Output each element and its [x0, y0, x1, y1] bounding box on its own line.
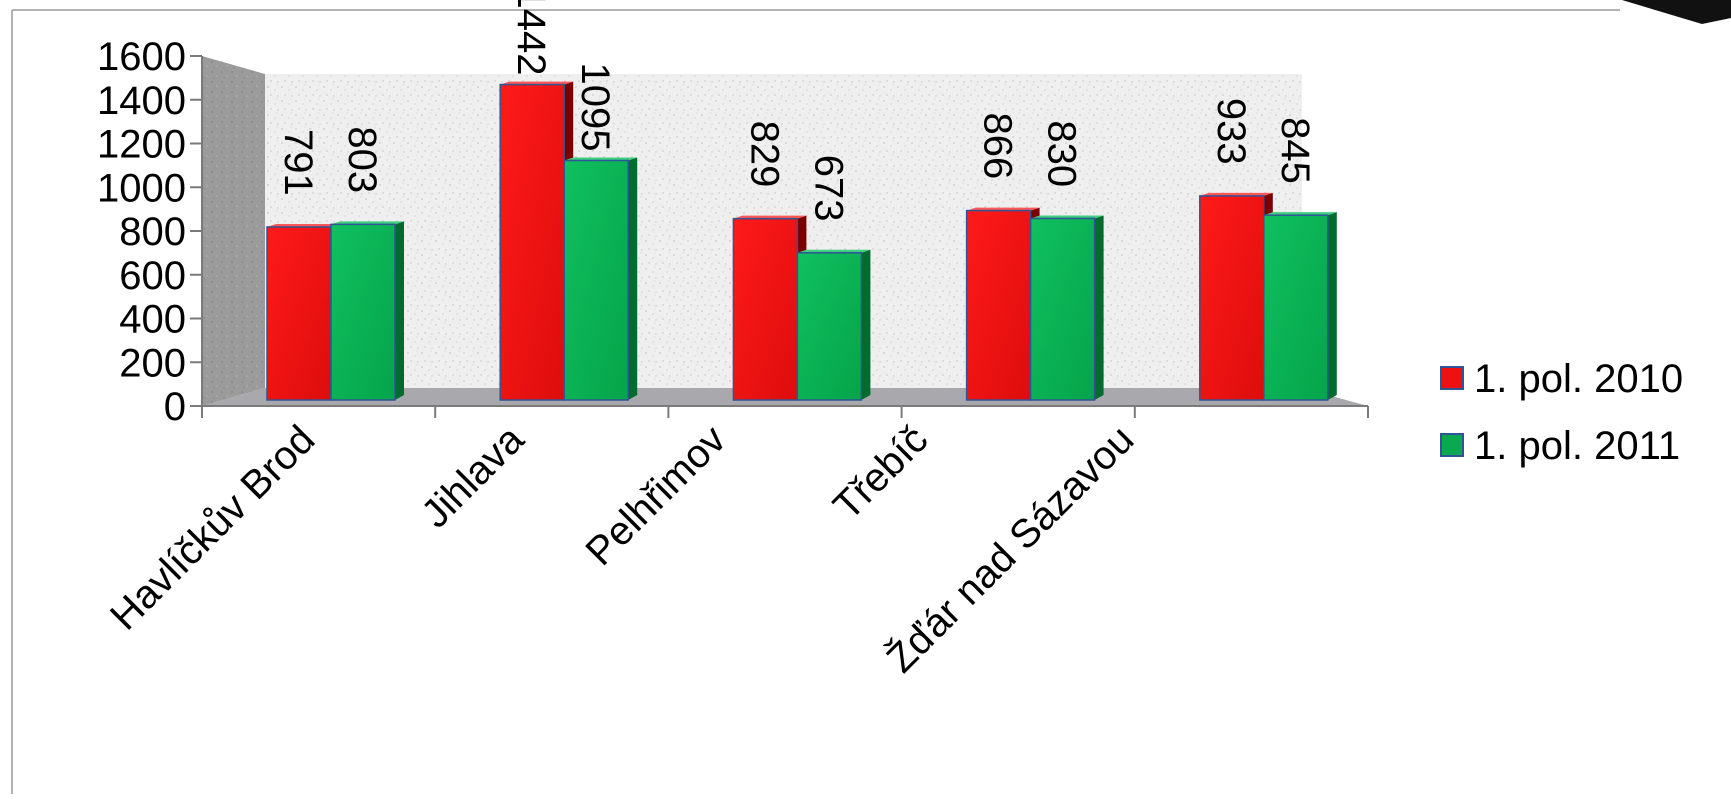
bar-2011	[1029, 217, 1096, 401]
chart-frame	[11, 9, 1620, 794]
bar-2011	[330, 223, 396, 401]
legend-swatch-2011	[1440, 433, 1464, 457]
bar-2010	[965, 209, 1032, 401]
bar-2010	[499, 83, 565, 401]
data-label: 830	[1040, 120, 1084, 187]
legend: 1. pol. 2010 1. pol. 2011	[1440, 357, 1683, 468]
data-label: 1442	[509, 0, 553, 76]
data-label: 791	[276, 129, 320, 196]
data-label: 829	[742, 121, 786, 188]
bar-side	[1094, 215, 1104, 400]
y-tick-label: 1000	[97, 166, 186, 210]
bar-side	[395, 221, 404, 400]
y-tick-label: 1200	[97, 123, 186, 167]
legend-swatch-2010	[1440, 366, 1464, 390]
bar-2011	[1263, 214, 1329, 401]
data-label: 845	[1273, 117, 1317, 184]
bar-side	[861, 249, 871, 400]
y-tick-label: 1400	[97, 79, 186, 123]
x-axis-ticks	[201, 406, 1369, 418]
bar-2011	[563, 159, 629, 401]
y-tick-label: 1600	[97, 35, 186, 79]
side-wall	[202, 56, 265, 406]
x-category-label: Třebíč	[825, 417, 936, 528]
data-label: 1095	[573, 62, 617, 151]
bar-2010	[1199, 195, 1265, 401]
y-tick-label: 800	[119, 210, 186, 254]
legend-label-2011: 1. pol. 2011	[1474, 424, 1680, 468]
x-axis-labels: Havlíčkův Brod Jihlava Pelhřimov TřebíčŽďár…	[102, 417, 1142, 682]
corner-decoration	[1622, 0, 1731, 24]
y-tick-label: 0	[164, 385, 186, 429]
y-tick-label: 400	[119, 298, 186, 342]
legend-label-2010: 1. pol. 2010	[1474, 357, 1683, 401]
data-label: 803	[340, 126, 384, 193]
data-label: 673	[806, 155, 850, 222]
x-category-label: Jihlava	[413, 417, 533, 537]
data-labels: 791 803 1442 1095 829 673 866 830 933 845	[276, 0, 1317, 222]
bar-2010	[266, 226, 332, 401]
data-label: 866	[976, 113, 1020, 180]
y-tick-label: 200	[119, 341, 186, 385]
x-category-label: Havlíčkův Brod	[102, 417, 323, 638]
bar-2011	[796, 252, 863, 401]
bar-2010	[732, 217, 799, 401]
bar-side	[1327, 212, 1337, 400]
bar-side	[628, 157, 638, 400]
x-category-label: Pelhřimov	[577, 417, 734, 574]
bar-series	[266, 81, 1337, 401]
data-label: 933	[1209, 98, 1253, 165]
y-tick-label: 600	[119, 254, 186, 298]
